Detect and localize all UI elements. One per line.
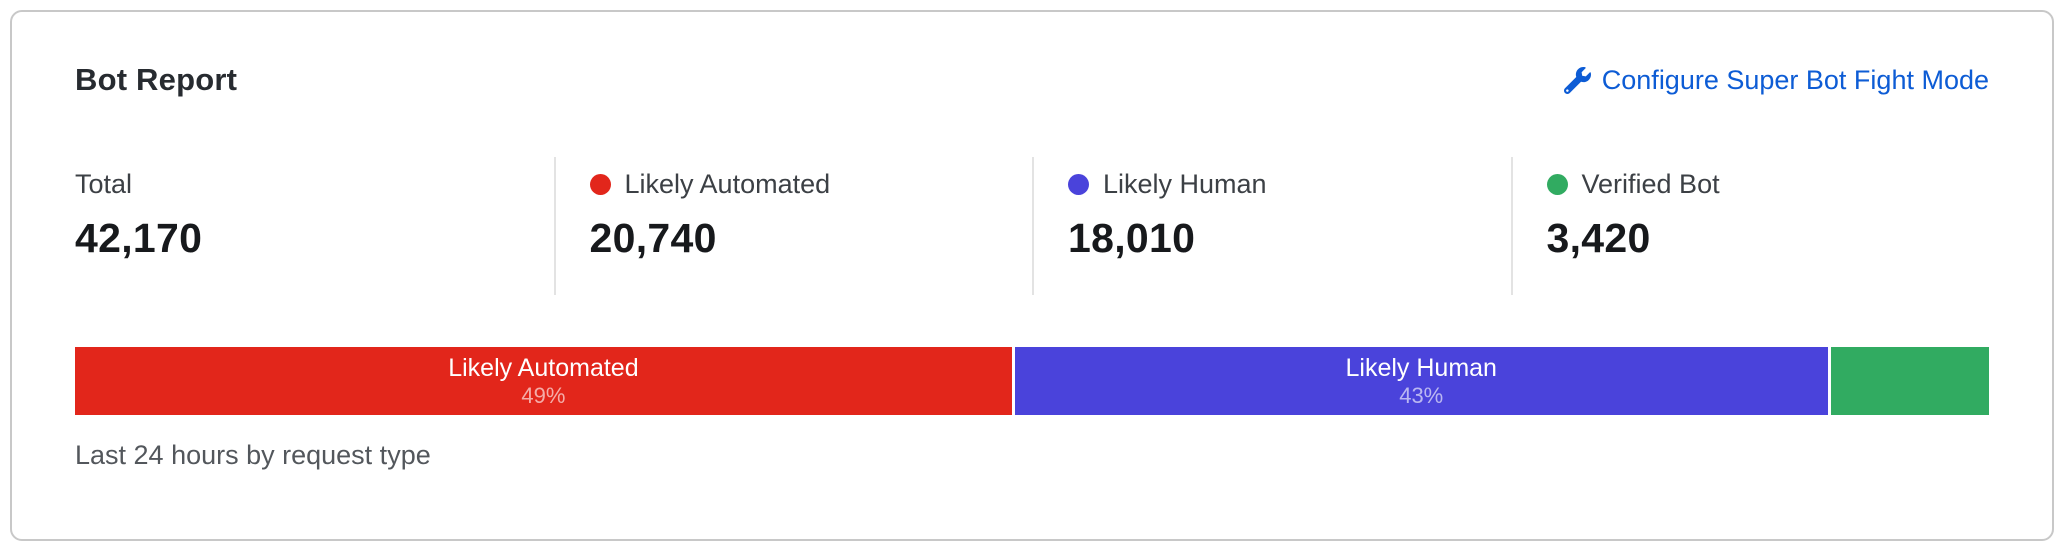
- stat-value: 42,170: [75, 215, 203, 261]
- stat-label: Likely Human: [1103, 168, 1267, 199]
- card-header: Bot Report Configure Super Bot Fight Mod…: [75, 60, 1989, 100]
- stat-item-total: Total 42,170: [75, 157, 554, 295]
- legend-dot-icon: [1068, 173, 1089, 195]
- wrench-icon: [1563, 66, 1591, 94]
- bar-segment-label: Likely Human: [1345, 354, 1497, 382]
- configure-link[interactable]: Configure Super Bot Fight Mode: [1563, 64, 1989, 96]
- bar-segment-percent: 43%: [1399, 383, 1444, 408]
- stat-label: Verified Bot: [1581, 168, 1720, 199]
- stat-value: 20,740: [589, 215, 717, 261]
- stats-row: Total 42,170 Likely Automated 20,740 Lik…: [75, 157, 1989, 295]
- stat-label: Likely Automated: [624, 168, 831, 199]
- bar-segment-percent: 49%: [521, 383, 566, 408]
- stat-label: Total: [75, 168, 133, 199]
- stat-value: 18,010: [1068, 215, 1196, 261]
- stat-item-likely-automated: Likely Automated 20,740: [553, 157, 1033, 295]
- bot-report-card: Bot Report Configure Super Bot Fight Mod…: [10, 10, 2054, 541]
- bar-segment-likely-human: Likely Human 43%: [1014, 347, 1828, 415]
- bar-segment-likely-automated: Likely Automated 49%: [75, 347, 1012, 415]
- stat-value: 3,420: [1546, 215, 1651, 261]
- legend-dot-icon: [589, 173, 611, 195]
- bar-segment-verified-bot: [1830, 347, 1989, 415]
- bot-distribution-bar: Likely Automated 49% Likely Human 43%: [75, 347, 1989, 415]
- card-title: Bot Report: [75, 62, 238, 97]
- footer-caption: Last 24 hours by request type: [75, 440, 431, 470]
- legend-dot-icon: [1546, 173, 1568, 195]
- stat-item-likely-human: Likely Human 18,010: [1032, 157, 1511, 295]
- bar-segment-label: Likely Automated: [448, 354, 639, 382]
- configure-link-label: Configure Super Bot Fight Mode: [1601, 64, 1989, 95]
- stat-item-verified-bot: Verified Bot 3,420: [1510, 157, 1990, 295]
